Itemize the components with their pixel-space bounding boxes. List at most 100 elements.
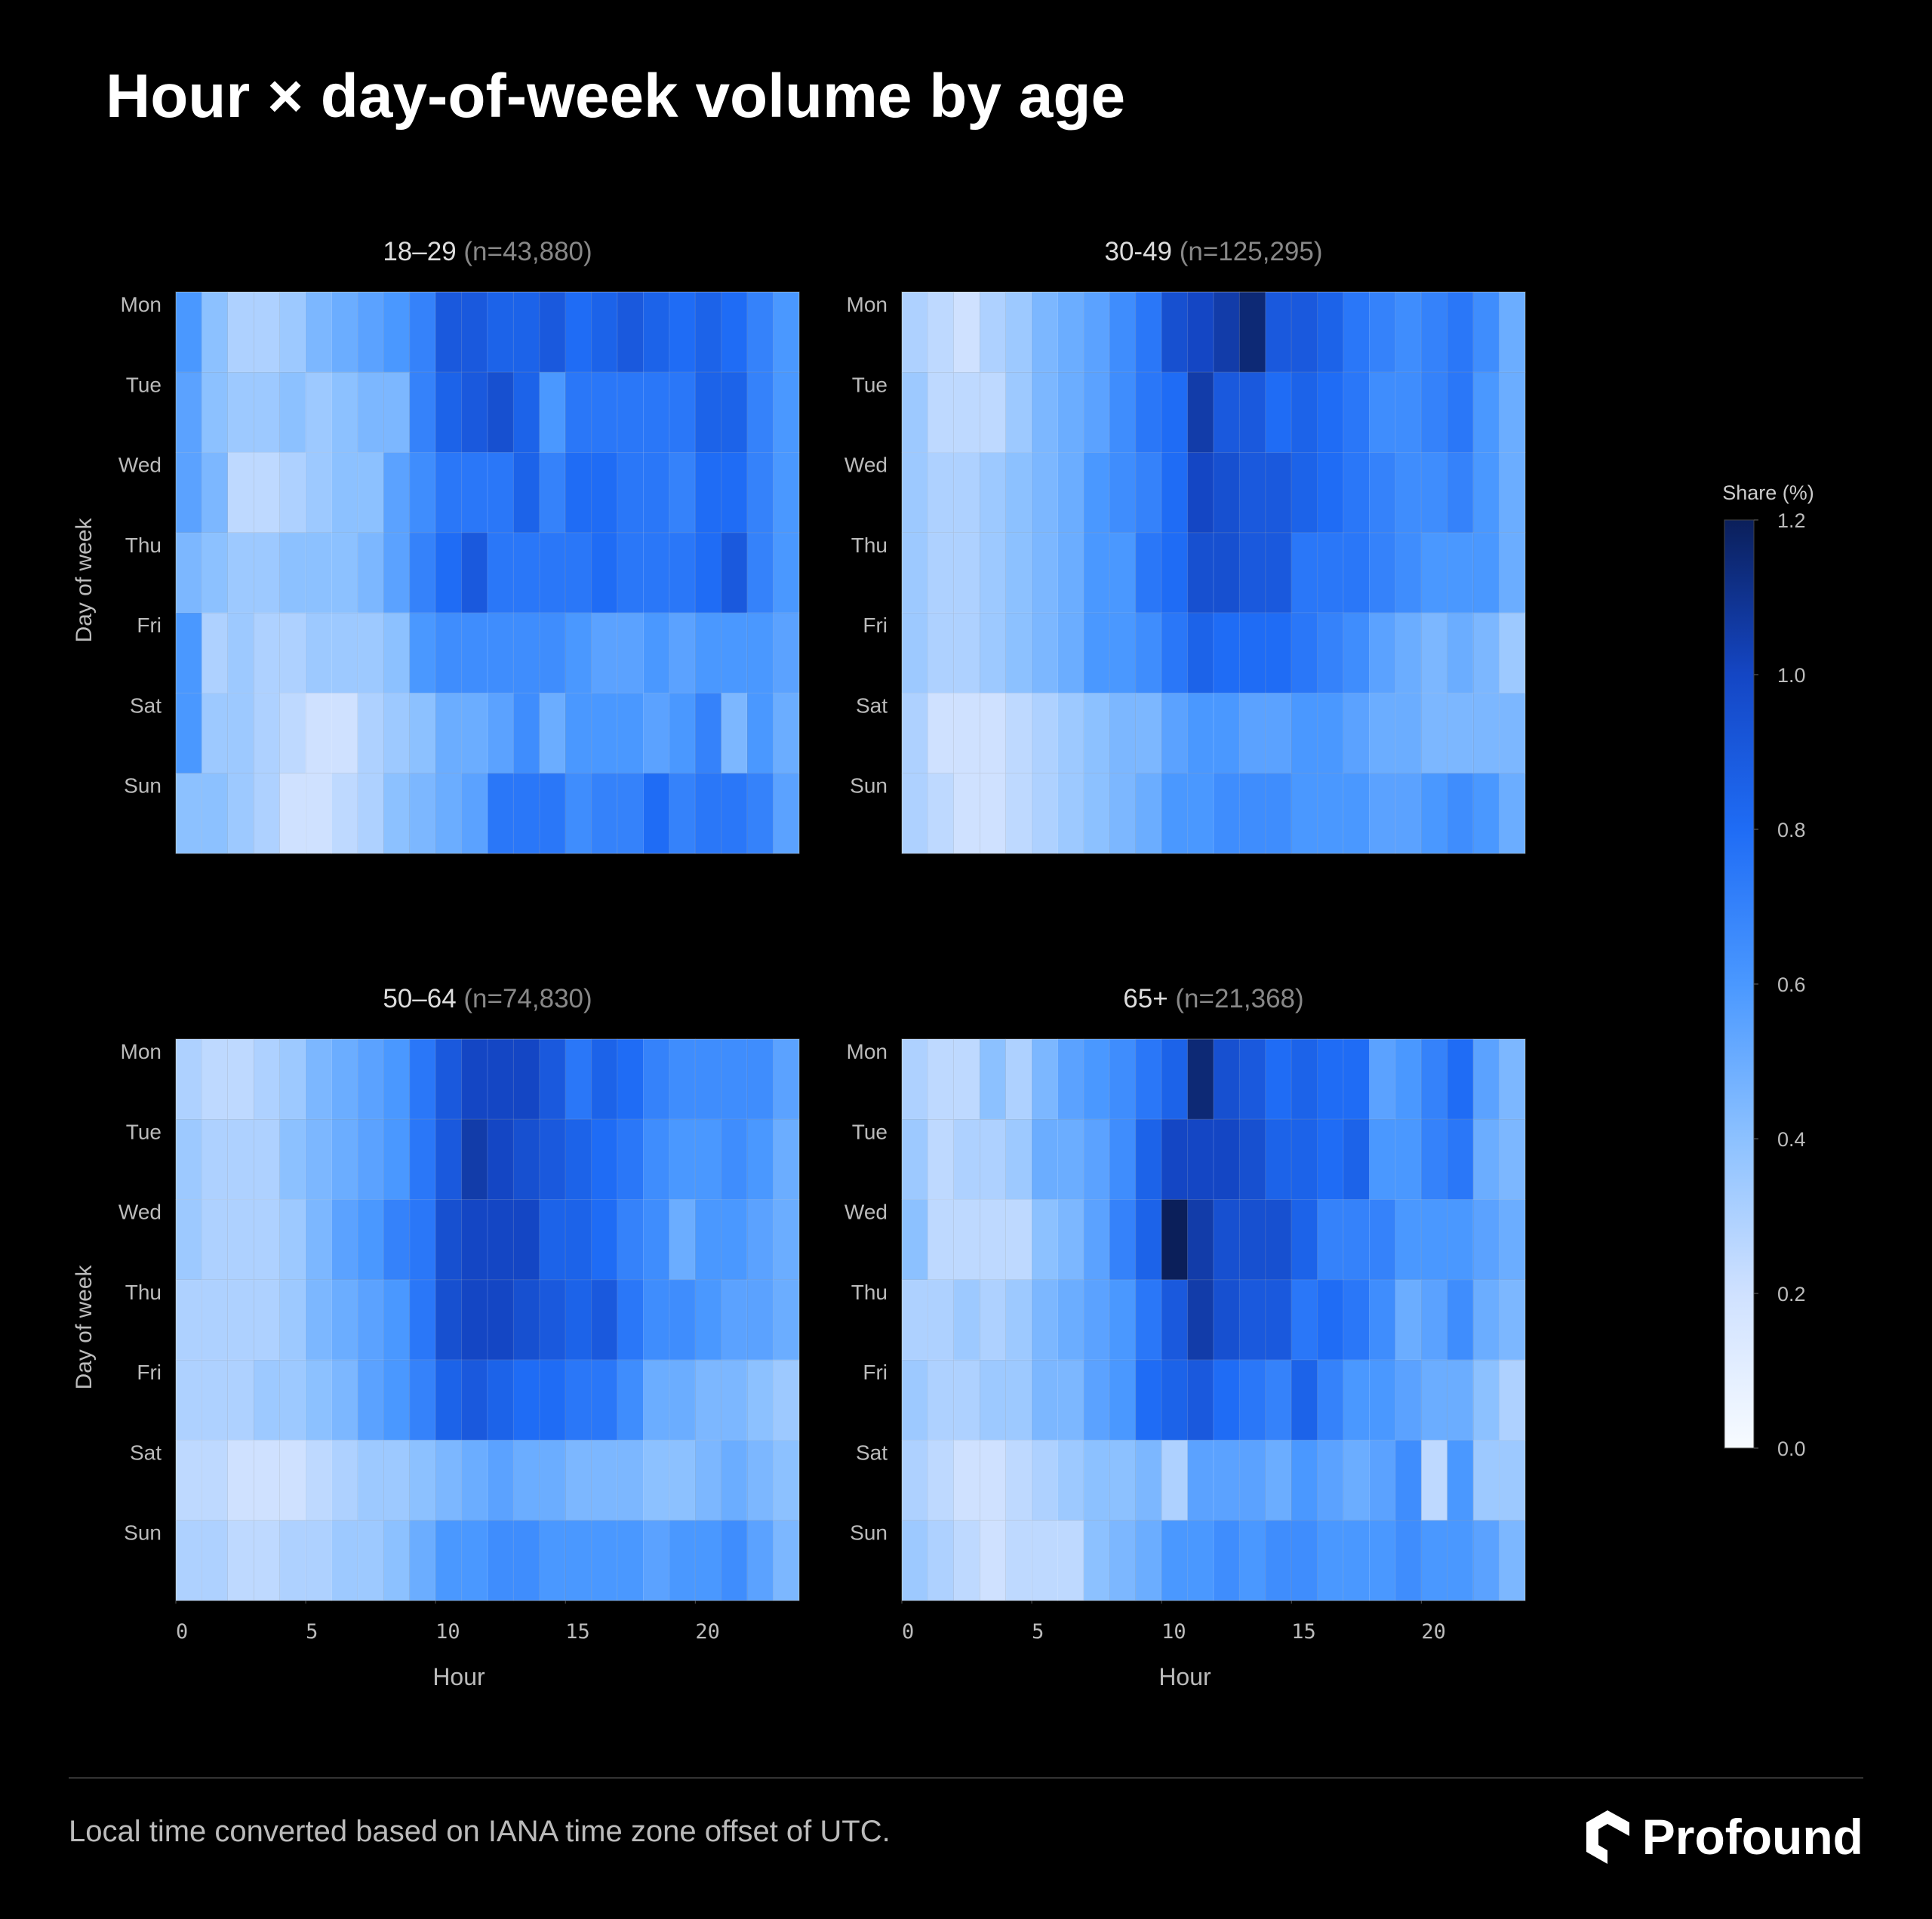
- heatmap-cell: [1031, 1038, 1059, 1120]
- heatmap-cell: [201, 1359, 229, 1441]
- heatmap-cell: [1343, 612, 1371, 693]
- heatmap-cell: [331, 1359, 358, 1441]
- heatmap-cell: [1238, 1359, 1266, 1441]
- y-tick-label: Thu: [125, 534, 162, 557]
- heatmap-cell: [305, 1520, 333, 1601]
- heatmap-cell: [1238, 692, 1266, 774]
- heatmap-cell: [953, 692, 980, 774]
- heatmap-cell: [487, 773, 514, 854]
- heatmap-cell: [1317, 1199, 1344, 1281]
- heatmap-cell: [305, 1359, 333, 1441]
- heatmap-cell: [461, 692, 488, 774]
- heatmap-cell: [1369, 452, 1396, 534]
- heatmap-cell: [253, 773, 281, 854]
- heatmap-cell: [721, 1439, 748, 1521]
- heatmap-cell: [927, 1439, 955, 1521]
- heatmap-cell: [721, 1118, 748, 1201]
- heatmap-cell: [1005, 773, 1032, 854]
- heatmap-cell: [669, 291, 696, 373]
- heatmap-cell: [1395, 371, 1422, 454]
- heatmap-cell: [1447, 532, 1474, 614]
- heatmap-cell: [175, 371, 202, 454]
- heatmap-cell: [927, 1359, 955, 1441]
- panel-frame: [901, 1038, 1526, 1601]
- heatmap-cell: [1135, 1520, 1162, 1601]
- heatmap-cell: [201, 773, 229, 854]
- heatmap-cell: [1005, 1520, 1032, 1601]
- heatmap-cell: [669, 1118, 696, 1201]
- heatmap-cell: [1472, 1279, 1500, 1361]
- heatmap-cell: [1499, 773, 1526, 854]
- heatmap-cell: [901, 532, 928, 614]
- heatmap-cell: [1187, 1520, 1214, 1601]
- heatmap-cell: [357, 1439, 384, 1521]
- heatmap-cell: [694, 1199, 722, 1281]
- heatmap-cell: [1369, 532, 1396, 614]
- y-tick-label: Sun: [124, 1521, 162, 1545]
- heatmap-cell: [175, 532, 202, 614]
- heatmap-cell: [1291, 1118, 1318, 1201]
- heatmap-cell: [565, 452, 592, 534]
- heatmap-cell: [1499, 612, 1526, 693]
- heatmap-cell: [1420, 773, 1448, 854]
- heatmap-cell: [1291, 1038, 1318, 1120]
- heatmap-cell: [1499, 692, 1526, 774]
- heatmap-cell: [227, 1520, 254, 1601]
- heatmap-cell: [539, 773, 566, 854]
- heatmap-cell: [669, 1359, 696, 1441]
- heatmap-cell: [953, 1520, 980, 1601]
- heatmap-cell: [1213, 1199, 1240, 1281]
- heatmap-cell: [331, 1439, 358, 1521]
- heatmap-cell: [1057, 452, 1084, 534]
- y-tick-label: Sat: [130, 693, 162, 717]
- heatmap-cell: [565, 371, 592, 454]
- heatmap-cell: [1187, 532, 1214, 614]
- heatmap-cell: [1031, 1199, 1059, 1281]
- heatmap-cell: [175, 1118, 202, 1201]
- heatmap-cell: [1135, 692, 1162, 774]
- heatmap-cell: [1317, 1118, 1344, 1201]
- heatmap-cell: [1447, 452, 1474, 534]
- heatmap-cell: [669, 1439, 696, 1521]
- heatmap-cell: [721, 612, 748, 693]
- heatmap-cell: [409, 1279, 436, 1361]
- heatmap-cell: [539, 1520, 566, 1601]
- heatmap-cell: [1187, 371, 1214, 454]
- heatmap-cell: [253, 1118, 281, 1201]
- heatmap-cell: [1161, 1118, 1189, 1201]
- heatmap-cell: [305, 1199, 333, 1281]
- heatmap-cell: [1213, 1038, 1240, 1120]
- heatmap-cell: [979, 371, 1007, 454]
- heatmap-cell: [773, 1118, 800, 1201]
- heatmap-cell: [383, 1439, 411, 1521]
- heatmap-cell: [1369, 1279, 1396, 1361]
- heatmap-cell: [357, 452, 384, 534]
- heatmap-cell: [1109, 1038, 1137, 1120]
- heatmap-cell: [721, 452, 748, 534]
- heatmap-cell: [383, 1199, 411, 1281]
- heatmap-cell: [1083, 1199, 1110, 1281]
- heatmap-cell: [201, 291, 229, 373]
- colorbar-tick-label: 0.6: [1777, 973, 1806, 996]
- heatmap-cell: [1499, 1038, 1526, 1120]
- heatmap-cell: [1420, 1199, 1448, 1281]
- heatmap-cell: [591, 452, 618, 534]
- heatmap-cell: [953, 452, 980, 534]
- heatmap-cell: [487, 452, 514, 534]
- heatmap-cell: [1213, 773, 1240, 854]
- heatmap-cell: [227, 1118, 254, 1201]
- heatmap-cell: [1317, 1359, 1344, 1441]
- y-tick-label: Wed: [844, 454, 888, 477]
- heatmap-cell: [773, 1439, 800, 1521]
- heatmap-cell: [1031, 1279, 1059, 1361]
- heatmap-cell: [1499, 452, 1526, 534]
- heatmap-cell: [927, 452, 955, 534]
- heatmap-cell: [512, 612, 540, 693]
- x-tick-label: 0: [176, 1620, 188, 1644]
- heatmap-cell: [1238, 371, 1266, 454]
- heatmap-cell: [927, 612, 955, 693]
- heatmap-cell: [1213, 1279, 1240, 1361]
- y-tick-label: Sat: [856, 1441, 888, 1464]
- heatmap-cell: [409, 452, 436, 534]
